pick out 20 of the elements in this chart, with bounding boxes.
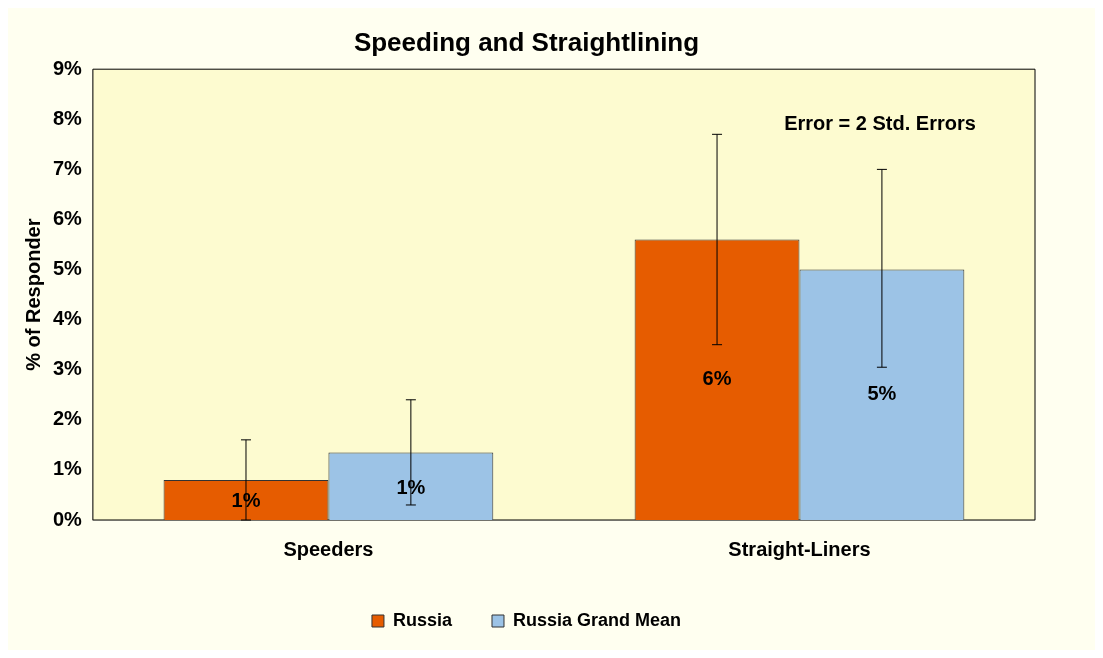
y-tick-label: 4% [53, 307, 83, 330]
y-tick-label: 6% [53, 206, 83, 229]
y-tick-label: 0% [53, 507, 83, 530]
legend-label: Russia Grand Mean [512, 609, 682, 630]
y-tick-label: 8% [53, 106, 83, 129]
data-label: 1% [231, 489, 261, 512]
data-label: 5% [867, 382, 897, 405]
y-tick-label: 7% [53, 156, 83, 179]
legend-label: Russia [392, 609, 453, 630]
y-tick-label: 1% [53, 457, 83, 480]
y-tick-label: 3% [53, 357, 83, 380]
annotation: Error = 2 Std. Errors [784, 111, 976, 134]
x-tick-label: Straight-Liners [728, 537, 871, 560]
y-tick-label: 5% [53, 257, 83, 280]
data-label: 6% [702, 367, 732, 390]
y-axis-title: % of Responder [21, 218, 44, 371]
y-tick-label: 2% [53, 407, 83, 430]
y-tick-label: 9% [53, 56, 83, 79]
x-tick-label: Speeders [283, 537, 374, 560]
chart-title: Speeding and Straightlining [353, 26, 700, 57]
